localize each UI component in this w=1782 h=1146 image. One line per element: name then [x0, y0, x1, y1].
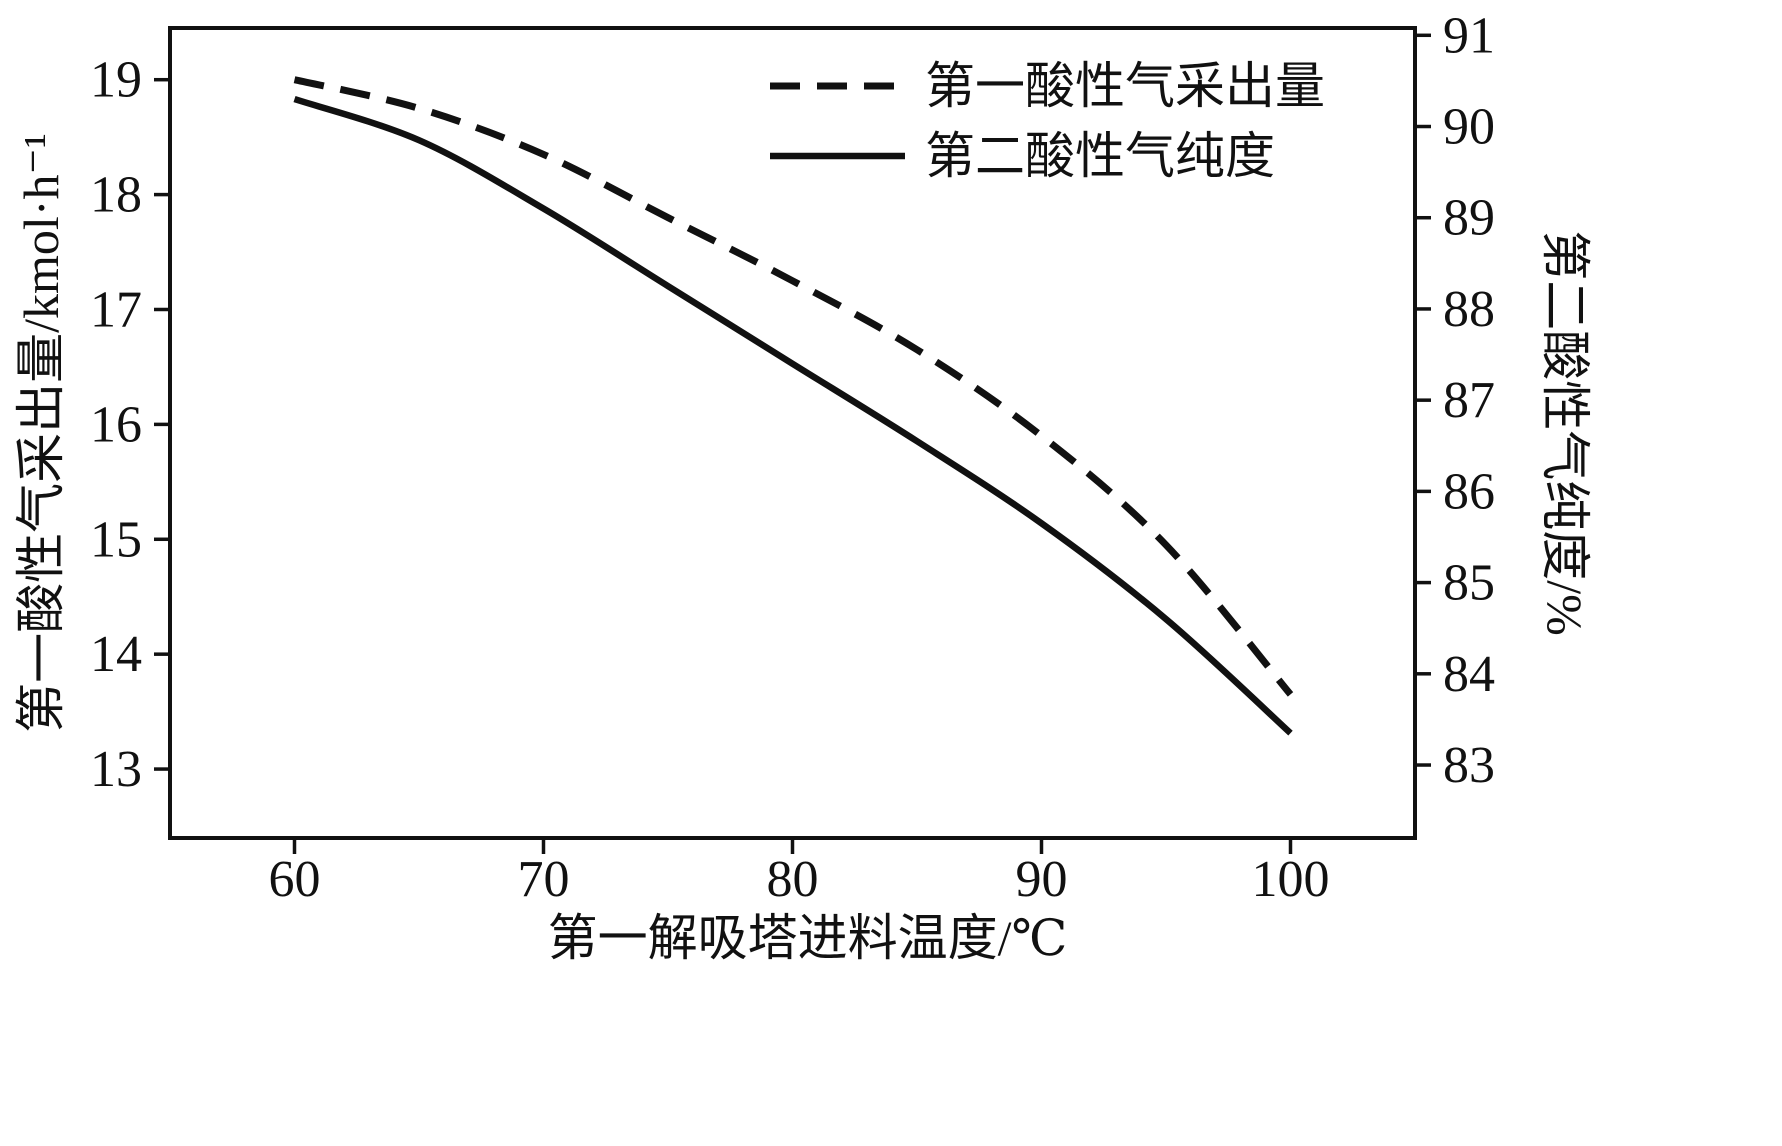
- legend-label-0: 第一酸性气采出量: [925, 58, 1325, 114]
- left-tick-label: 14: [90, 626, 142, 683]
- x-tick-label: 70: [518, 851, 570, 908]
- x-axis-title: 第一解吸塔进料温度/℃: [548, 910, 1068, 966]
- x-tick-label: 100: [1252, 851, 1330, 908]
- x-tick-label: 80: [767, 851, 819, 908]
- right-tick-label: 88: [1443, 281, 1495, 338]
- x-tick-label: 90: [1016, 851, 1068, 908]
- series-line-1: [293, 96, 1293, 736]
- left-tick-label: 15: [90, 511, 142, 568]
- right-tick-label: 87: [1443, 372, 1495, 429]
- left-tick-label: 18: [90, 167, 142, 224]
- left-tick-label: 17: [90, 281, 142, 338]
- right-tick-label: 89: [1443, 190, 1495, 247]
- right-axis: 83 84 85 86 87 88 89 90 91: [1415, 7, 1495, 794]
- x-axis: 60 70 80 90 100: [269, 838, 1330, 908]
- left-tick-label: 19: [90, 52, 142, 109]
- left-tick-label: 13: [90, 741, 142, 798]
- right-axis-title: 第二酸性气纯度/%: [1537, 230, 1593, 636]
- left-tick-label: 16: [90, 396, 142, 453]
- left-axis: 13 14 15 16 17 18 19: [90, 52, 170, 798]
- legend-label-1: 第二酸性气纯度: [925, 128, 1275, 184]
- series-line-0: [293, 76, 1294, 697]
- left-axis-title: 第一酸性气采出量/kmol·h⁻¹: [13, 133, 69, 733]
- right-tick-label: 85: [1443, 555, 1495, 612]
- right-tick-label: 84: [1443, 646, 1495, 703]
- x-tick-label: 60: [269, 851, 321, 908]
- right-tick-label: 83: [1443, 737, 1495, 794]
- right-tick-label: 90: [1443, 99, 1495, 156]
- right-tick-label: 86: [1443, 463, 1495, 520]
- right-tick-label: 91: [1443, 7, 1495, 64]
